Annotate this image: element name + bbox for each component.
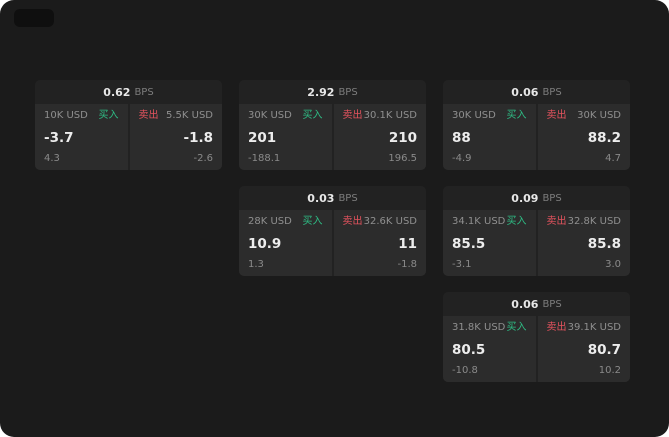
spread-header: 0.62 BPS <box>35 80 222 104</box>
buy-amount: 34.1K USD <box>452 216 506 227</box>
sell-tile[interactable]: 卖出 30K USD 88.2 4.7 <box>537 104 630 170</box>
sell-tile[interactable]: 卖出 32.8K USD 85.8 3.0 <box>537 210 630 276</box>
buy-price: 85.5 <box>452 235 486 252</box>
buy-tile[interactable]: 34.1K USD 买入 85.5 -3.1 <box>443 210 536 276</box>
spread-unit: BPS <box>542 86 562 98</box>
sell-tile[interactable]: 卖出 39.1K USD 80.7 10.2 <box>537 316 630 382</box>
sell-label: 卖出 <box>546 216 567 227</box>
buy-amount: 31.8K USD <box>452 322 506 333</box>
sell-delta: 196.5 <box>388 153 417 164</box>
buy-label: 买入 <box>506 322 527 333</box>
buy-tile[interactable]: 31.8K USD 买入 80.5 -10.8 <box>443 316 536 382</box>
sell-amount: 30.1K USD <box>363 110 417 121</box>
buy-price: -3.7 <box>44 129 74 146</box>
spread-header: 2.92 BPS <box>239 80 426 104</box>
spread-header: 0.06 BPS <box>443 80 630 104</box>
sell-label: 卖出 <box>342 110 363 121</box>
buy-price: 201 <box>248 129 277 146</box>
spread-value: 0.06 <box>511 85 539 99</box>
sell-delta: -2.6 <box>193 153 213 164</box>
sell-amount: 32.8K USD <box>567 216 621 227</box>
quote-card-grid: 0.62 BPS 10K USD 买入 -3.7 4.3 卖出 5.5K USD <box>35 80 630 382</box>
quote-card: 0.06 BPS 31.8K USD 买入 80.5 -10.8 卖出 39.1… <box>443 292 630 382</box>
buy-delta: 1.3 <box>248 259 264 270</box>
quote-card: 0.09 BPS 34.1K USD 买入 85.5 -3.1 卖出 32.8K… <box>443 186 630 276</box>
buy-amount: 10K USD <box>44 110 88 121</box>
buy-delta: -188.1 <box>248 153 281 164</box>
spread-unit: BPS <box>134 86 154 98</box>
buy-tile[interactable]: 28K USD 买入 10.9 1.3 <box>239 210 332 276</box>
sell-amount: 5.5K USD <box>165 110 213 121</box>
spread-header: 0.09 BPS <box>443 186 630 210</box>
spread-value: 0.62 <box>103 85 131 99</box>
buy-price: 80.5 <box>452 341 486 358</box>
buy-tile[interactable]: 10K USD 买入 -3.7 4.3 <box>35 104 128 170</box>
sell-price: 210 <box>388 129 417 146</box>
sell-delta: -1.8 <box>397 259 417 270</box>
sell-tile[interactable]: 卖出 5.5K USD -1.8 -2.6 <box>129 104 222 170</box>
sell-label: 卖出 <box>546 322 567 333</box>
spread-value: 2.92 <box>307 85 335 99</box>
spread-value: 0.09 <box>511 191 539 205</box>
spread-unit: BPS <box>542 298 562 310</box>
sell-price: 88.2 <box>587 129 621 146</box>
quote-card: 2.92 BPS 30K USD 买入 201 -188.1 卖出 30.1K … <box>239 80 426 170</box>
spread-value: 0.06 <box>511 297 539 311</box>
spread-unit: BPS <box>542 192 562 204</box>
buy-tile[interactable]: 30K USD 买入 201 -188.1 <box>239 104 332 170</box>
buy-label: 买入 <box>98 110 119 121</box>
buy-label: 买入 <box>506 110 527 121</box>
buy-tile[interactable]: 30K USD 买入 88 -4.9 <box>443 104 536 170</box>
buy-label: 买入 <box>506 216 527 227</box>
buy-price: 88 <box>452 129 471 146</box>
sell-tile[interactable]: 卖出 32.6K USD 11 -1.8 <box>333 210 426 276</box>
quote-card: 0.06 BPS 30K USD 买入 88 -4.9 卖出 30K USD <box>443 80 630 170</box>
quote-card: 0.62 BPS 10K USD 买入 -3.7 4.3 卖出 5.5K USD <box>35 80 222 170</box>
spread-unit: BPS <box>338 192 358 204</box>
spread-unit: BPS <box>338 86 358 98</box>
buy-delta: -10.8 <box>452 365 478 376</box>
corner-pill <box>14 9 54 27</box>
spread-value: 0.03 <box>307 191 335 205</box>
sell-price: 11 <box>398 235 417 252</box>
sell-amount: 39.1K USD <box>567 322 621 333</box>
buy-label: 买入 <box>302 110 323 121</box>
sell-label: 卖出 <box>546 110 567 121</box>
sell-delta: 10.2 <box>598 365 621 376</box>
sell-tile[interactable]: 卖出 30.1K USD 210 196.5 <box>333 104 426 170</box>
sell-delta: 3.0 <box>605 259 621 270</box>
spread-header: 0.06 BPS <box>443 292 630 316</box>
buy-delta: 4.3 <box>44 153 60 164</box>
sell-price: 85.8 <box>587 235 621 252</box>
buy-amount: 28K USD <box>248 216 292 227</box>
sell-label: 卖出 <box>342 216 363 227</box>
buy-delta: -3.1 <box>452 259 472 270</box>
sell-label: 卖出 <box>138 110 159 121</box>
buy-amount: 30K USD <box>452 110 496 121</box>
quote-card: 0.03 BPS 28K USD 买入 10.9 1.3 卖出 32.6K US… <box>239 186 426 276</box>
spread-header: 0.03 BPS <box>239 186 426 210</box>
sell-price: 80.7 <box>587 341 621 358</box>
sell-delta: 4.7 <box>605 153 621 164</box>
sell-price: -1.8 <box>183 129 213 146</box>
sell-amount: 30K USD <box>577 110 621 121</box>
sell-amount: 32.6K USD <box>363 216 417 227</box>
buy-label: 买入 <box>302 216 323 227</box>
buy-delta: -4.9 <box>452 153 472 164</box>
buy-price: 10.9 <box>248 235 282 252</box>
buy-amount: 30K USD <box>248 110 292 121</box>
